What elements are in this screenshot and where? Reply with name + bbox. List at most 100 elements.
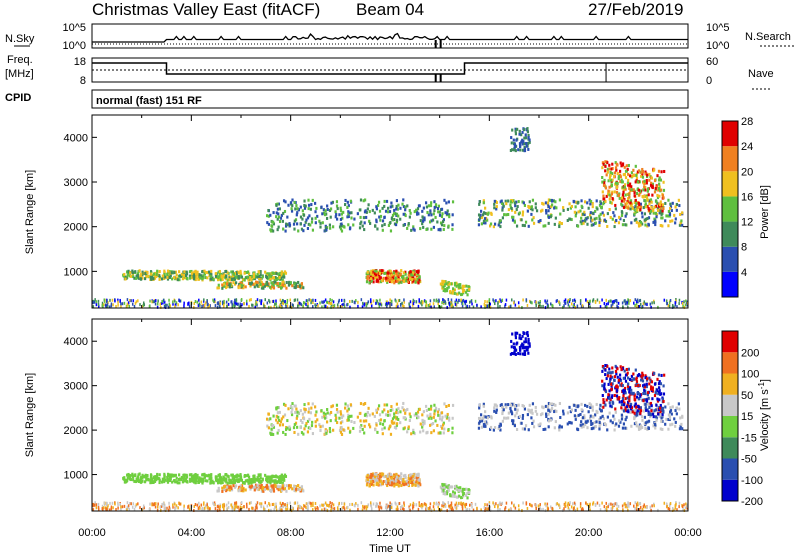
velocity-cell — [527, 507, 529, 510]
velocity-cell — [389, 424, 391, 427]
power-cell — [204, 276, 206, 279]
velocity-cell — [622, 427, 624, 430]
power-cell — [389, 221, 391, 224]
velocity-cell — [502, 420, 504, 423]
velocity-cell — [369, 425, 371, 428]
velocity-cell — [609, 375, 611, 378]
velocity-cell — [408, 425, 410, 428]
power-cell — [637, 299, 639, 302]
power-cell — [616, 191, 618, 194]
power-cell — [329, 227, 331, 230]
power-cell — [591, 224, 593, 227]
power-cell — [134, 270, 136, 273]
power-cell — [164, 305, 166, 308]
velocity-cell — [410, 474, 412, 477]
velocity-cell — [410, 415, 412, 418]
velocity-cell — [522, 501, 524, 504]
velocity-cell — [604, 388, 606, 391]
power-cell — [441, 301, 443, 304]
velocity-cell — [270, 428, 272, 431]
velocity-cell — [514, 414, 516, 417]
power-cell — [132, 271, 134, 274]
power-cell — [347, 201, 349, 204]
power-cell — [445, 282, 447, 285]
power-cell — [452, 287, 454, 290]
velocity-cell — [144, 475, 146, 478]
velocity-cell — [420, 423, 422, 426]
velocity-cell — [577, 428, 579, 431]
velocity-cell — [507, 403, 509, 406]
power-cell — [352, 223, 354, 226]
power-cell — [620, 203, 622, 206]
power-cell — [385, 210, 387, 213]
velocity-cell — [294, 423, 296, 426]
power-cell — [515, 132, 517, 135]
velocity-cell — [468, 491, 470, 494]
velocity-cell — [484, 410, 486, 413]
velocity-cell — [494, 403, 496, 406]
velocity-cell — [235, 479, 237, 482]
power-cell — [249, 299, 251, 302]
velocity-cell — [510, 353, 512, 356]
power-cell — [435, 299, 437, 302]
power-cell — [324, 213, 326, 216]
power-cell — [330, 202, 332, 205]
power-cell — [291, 204, 293, 207]
power-cell — [628, 196, 630, 199]
power-cell — [329, 224, 331, 227]
velocity-cell — [644, 416, 646, 419]
power-cell — [240, 271, 242, 274]
velocity-cell — [683, 503, 685, 506]
velocity-cell — [613, 379, 615, 382]
velocity-cell — [676, 406, 678, 409]
power-cell — [310, 208, 312, 211]
power-cell — [360, 198, 362, 201]
velocity-cell — [418, 481, 420, 484]
power-cell — [300, 206, 302, 209]
power-cell — [219, 270, 221, 273]
velocity-cell — [667, 428, 669, 431]
power-cell — [161, 277, 163, 280]
velocity-cell — [279, 423, 281, 426]
velocity-cell — [542, 406, 544, 409]
power-cell — [602, 198, 604, 201]
velocity-cell — [228, 486, 230, 489]
power-cell — [681, 224, 683, 227]
velocity-cell — [362, 428, 364, 431]
velocity-cell — [529, 404, 531, 407]
velocity-cell — [277, 411, 279, 414]
power-cell — [260, 302, 262, 305]
velocity-cell — [646, 400, 648, 403]
velocity-cell — [602, 415, 604, 418]
power-cell — [418, 300, 420, 303]
power-cell — [565, 298, 567, 301]
velocity-cell — [384, 419, 386, 422]
velocity-cell — [256, 484, 258, 487]
velocity-cell — [522, 417, 524, 420]
velocity-cell — [596, 403, 598, 406]
power-cell — [150, 273, 152, 276]
power-cell — [619, 170, 621, 173]
velocity-cell — [442, 489, 444, 492]
power-cell — [197, 278, 199, 281]
power-cell — [592, 212, 594, 215]
power-cell — [644, 189, 646, 192]
power-cell — [600, 213, 602, 216]
power-cell — [545, 209, 547, 212]
power-cell — [353, 218, 355, 221]
velocity-cell — [351, 503, 353, 506]
power-cell — [551, 304, 553, 307]
velocity-cell — [654, 423, 656, 426]
power-cell — [206, 276, 208, 279]
power-cell — [253, 273, 255, 276]
velocity-cell — [618, 425, 620, 428]
power-cell — [623, 200, 625, 203]
power-cell — [169, 303, 171, 306]
velocity-cell — [288, 426, 290, 429]
freq-gap-marker — [435, 74, 437, 82]
velocity-cell — [650, 413, 652, 416]
power-cell — [672, 304, 674, 307]
noise-right-top-tick: 10^5 — [706, 22, 730, 34]
velocity-cell — [344, 407, 346, 410]
